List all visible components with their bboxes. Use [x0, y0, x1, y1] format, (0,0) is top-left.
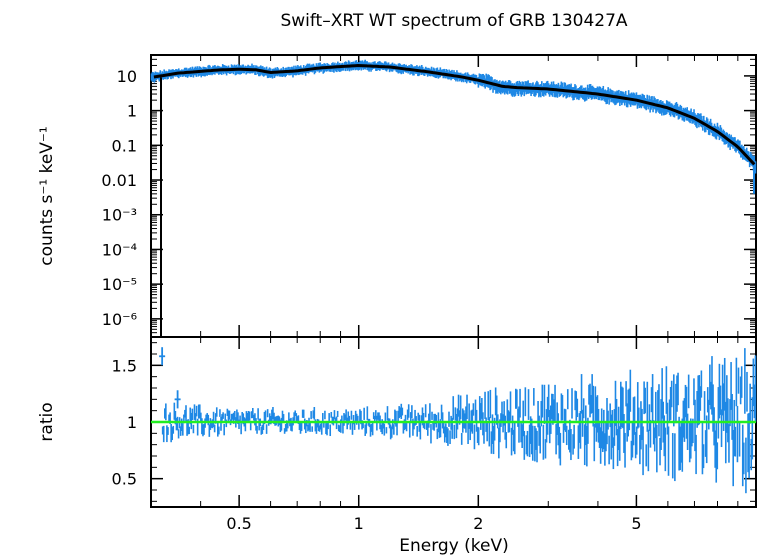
spectrum-y-tick-label: 0.1 — [112, 136, 137, 155]
spectrum-data — [150, 59, 757, 194]
spectrum-y-tick-label: 10⁻³ — [102, 206, 137, 225]
x-axis-label: Energy (keV) — [399, 536, 509, 556]
spectrum-y-tick-label: 10⁻⁵ — [102, 275, 137, 294]
ratio-x-ticks: 0.5 1 2 5 — [150, 337, 757, 533]
spectrum-y-tick-label: 10⁻⁴ — [102, 240, 137, 259]
ratio-y-tick-label: 0.5 — [112, 470, 137, 489]
spectrum-model — [153, 63, 756, 337]
spectrum-x-ticks — [150, 55, 757, 337]
spectrum-y-label: counts s⁻¹ keV⁻¹ — [37, 126, 57, 265]
chart-title: Swift–XRT WT spectrum of GRB 130427A — [280, 11, 627, 31]
ratio-y-ticks: 0.5 1 1.5 — [112, 342, 756, 502]
ratio-y-tick-label: 1.5 — [112, 356, 137, 375]
ratio-x-tick-label: 5 — [631, 514, 641, 533]
spectrum-y-ticks: 10 1 0.1 0.01 10⁻³ 10⁻⁴ 10⁻⁵ 10⁻⁶ — [101, 54, 756, 338]
ratio-x-tick-label: 0.5 — [226, 514, 251, 533]
ratio-data — [159, 347, 757, 494]
spectrum-y-tick-label: 1 — [127, 102, 137, 121]
spectrum-panel: 10 1 0.1 0.01 10⁻³ 10⁻⁴ 10⁻⁵ 10⁻⁶ — [101, 54, 757, 338]
ratio-y-label: ratio — [37, 402, 57, 441]
spectrum-y-tick-label: 10⁻⁶ — [102, 310, 137, 329]
ratio-y-tick-label: 1 — [127, 413, 137, 432]
ratio-x-tick-label: 1 — [354, 514, 364, 533]
spectrum-y-tick-label: 10 — [117, 67, 137, 86]
spectrum-model-line — [153, 63, 756, 166]
spectrum-y-tick-label: 0.01 — [101, 171, 137, 190]
spectrum-frame — [150, 54, 757, 338]
ratio-x-tick-label: 2 — [473, 514, 483, 533]
ratio-panel: 0.5 1 1.5 0.5 1 2 5 — [112, 336, 757, 533]
